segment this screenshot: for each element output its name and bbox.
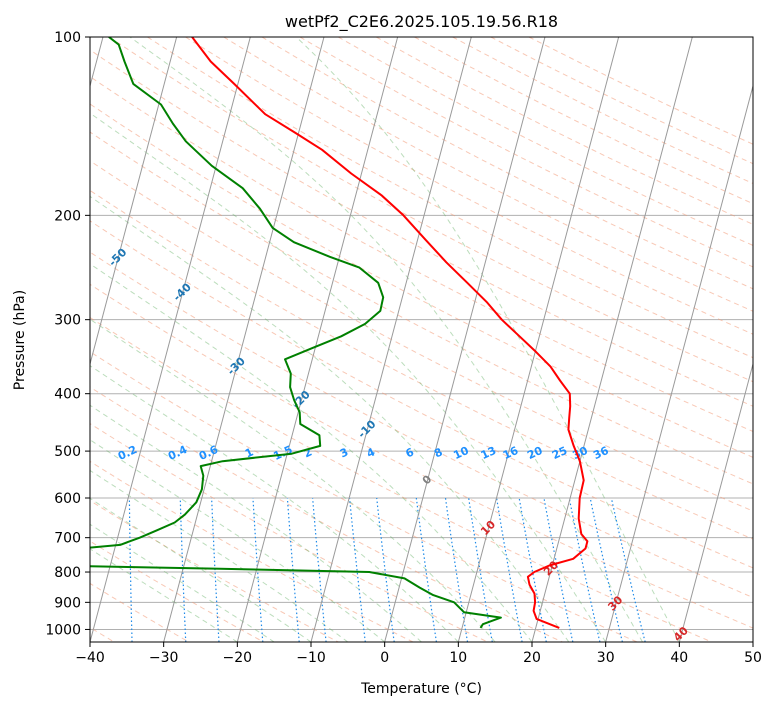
y-tick-label: 1000 [45,622,81,638]
chart-title: wetPf2_C2E6.2025.105.19.56.R18 [285,12,558,32]
isotherm [310,37,472,642]
y-tick-label: 900 [54,595,81,611]
moist-adiabat [90,404,422,642]
dry-adiabat [90,103,753,458]
moist-adiabat [129,37,643,642]
pressure-gridlines [90,37,753,630]
x-tick-label: 20 [523,650,541,666]
moist-adiabat [90,112,607,642]
dry-adiabat [90,316,712,642]
mixing-ratio-lines [128,497,646,642]
dry-adiabat [90,540,264,642]
mixing-ratio-label: 16 [501,444,521,462]
dry-adiabat [90,131,753,485]
mixing-ratio-label: 10 [451,444,471,462]
y-tick-label: 800 [54,565,81,581]
mixing-ratio-label: 13 [479,444,498,462]
dry-adiabat [90,251,753,599]
y-tick-label: 700 [54,531,81,547]
moist-adiabat [90,263,533,642]
dry-adiabat [90,49,753,407]
dry-adiabats [90,37,753,642]
x-tick-label: 10 [449,650,467,666]
y-tick-label: 400 [54,387,81,403]
isotherm [531,37,693,642]
mixing-ratio-line [543,497,574,642]
dewpoint-profile [90,37,502,629]
mixing-ratio-label: 0.1 [69,443,92,463]
isotherm [384,37,546,642]
x-tick-label: 0 [380,650,389,666]
temperature-profile [191,37,589,629]
mixing-ratio-label: 20 [525,444,545,462]
isotherm [605,84,753,642]
dry-adiabat [90,220,753,569]
y-tick-label: 300 [54,313,81,329]
x-tick-label: 50 [744,650,762,666]
isotherm [90,37,178,366]
dry-adiabat [90,283,753,629]
x-tick-label: −40 [75,650,105,666]
dry-adiabat [90,351,638,642]
isotherms [90,37,753,642]
isotherm [457,37,620,642]
x-axis: −40 −30 −20 −10 0 10 20 30 40 50 [75,642,762,666]
y-tick-label: 100 [54,30,81,46]
y-axis-title: Pressure (hPa) [12,290,28,390]
dry-adiabat [261,37,753,290]
mixing-ratio-label: 25 [550,444,569,462]
mixing-ratio-line [568,497,601,642]
mixing-ratio-line [610,497,646,642]
isotherm [678,362,753,642]
moist-adiabat [90,318,496,642]
y-tick-label: 200 [54,208,81,224]
moist-adiabat [90,469,349,642]
y-tick-label: 600 [54,491,81,507]
dry-adiabat [90,386,563,642]
dry-adiabat [90,460,414,642]
moist-adiabat [295,37,680,642]
isotherm [236,37,399,642]
y-axis: 1000 900 800 700 600 500 400 300 200 100 [45,30,90,638]
mixing-ratio-line [589,497,623,642]
sounding-series [90,37,589,629]
x-tick-label: 40 [670,650,688,666]
dry-adiabat [90,160,753,512]
moist-adiabat [90,439,386,642]
y-tick-label: 500 [54,444,81,460]
dry-adiabat [90,423,488,642]
isotherm [90,37,251,642]
dry-adiabat [223,37,753,312]
x-tick-label: −30 [149,650,179,666]
plot-frame [89,36,754,643]
x-axis-title: Temperature (°C) [360,681,482,697]
isotherm [163,37,325,642]
dry-adiabat [90,500,339,642]
x-tick-label: −10 [296,650,326,666]
x-tick-label: −20 [223,650,253,666]
dry-adiabat [90,76,753,433]
x-tick-label: 30 [597,650,615,666]
mixing-ratio-label: 36 [591,444,611,462]
